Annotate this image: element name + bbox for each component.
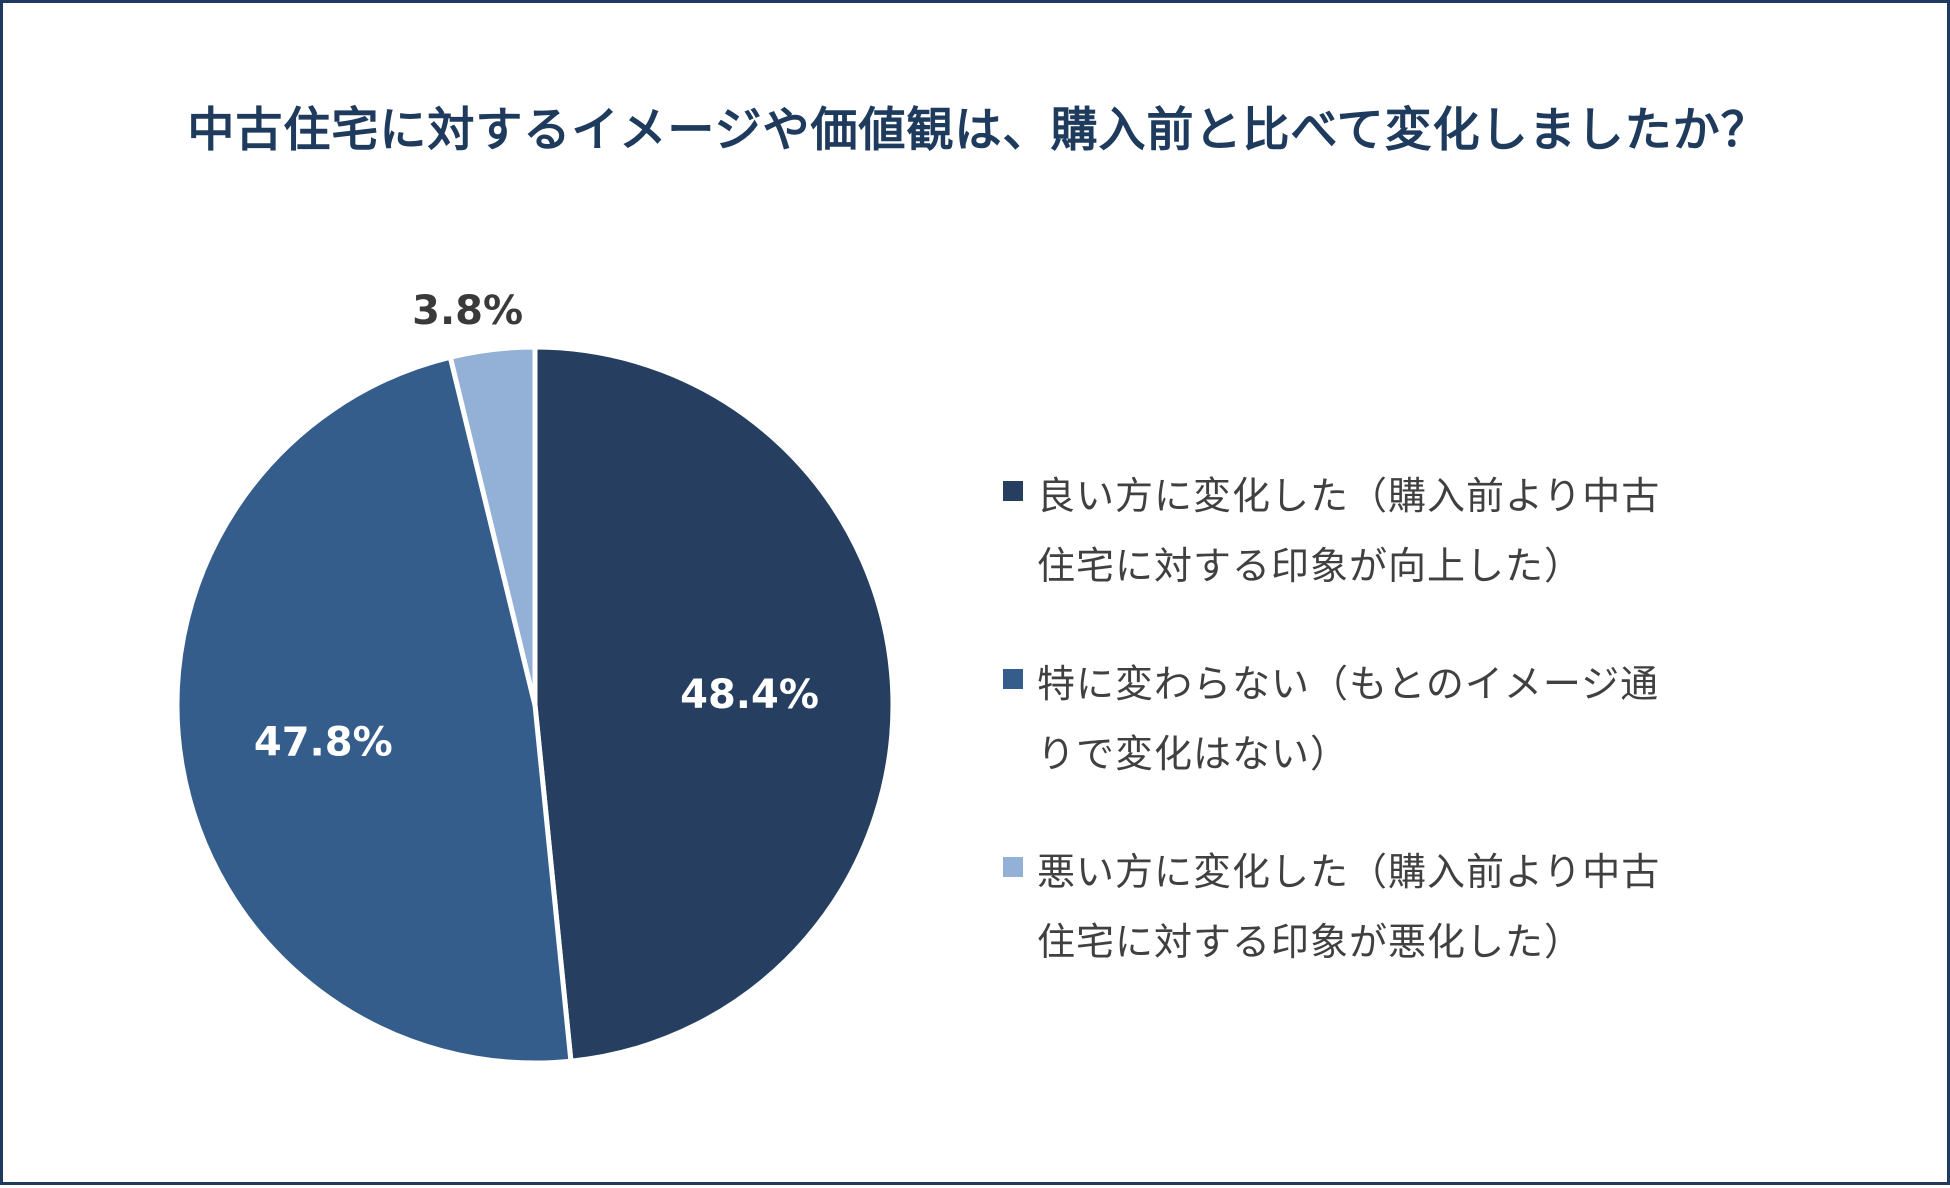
legend-label-improved-line2: 住宅に対する印象が向上した） [1037, 544, 1584, 588]
pie-slice-improved [532, 344, 896, 1064]
legend-swatch-unchanged [1003, 669, 1023, 689]
legend-label-worsened-line1: 悪い方に変化した（購入前より中古 [1037, 850, 1661, 894]
legend-label-unchanged-line2: りで変化はない） [1037, 732, 1350, 776]
legend-item-unchanged: 特に変わらない（もとのイメージ通 りで変化はない） [1003, 649, 1763, 789]
pie-slice-worsened [447, 344, 538, 708]
legend-item-improved: 良い方に変化した（購入前より中古 住宅に対する印象が向上した） [1003, 461, 1763, 601]
pie-chart: 48.4% 47.8% 3.8% [174, 288, 896, 1066]
chart-title: 中古住宅に対するイメージや価値観は、購入前と比べて変化しましたか？ [187, 103, 1769, 158]
slice-value-label-worsened: 3.8% [412, 288, 523, 334]
slice-value-label-unchanged: 47.8% [254, 719, 393, 765]
legend-swatch-worsened [1003, 857, 1023, 877]
pie-slice-unchanged [174, 354, 574, 1066]
legend-label-improved-line1: 良い方に変化した（購入前より中古 [1037, 474, 1661, 518]
chart-legend: 良い方に変化した（購入前より中古 住宅に対する印象が向上した） 特に変わらない（… [1003, 461, 1763, 1025]
legend-swatch-improved [1003, 481, 1023, 501]
legend-item-worsened: 悪い方に変化した（購入前より中古 住宅に対する印象が悪化した） [1003, 837, 1763, 977]
slice-value-label-improved: 48.4% [680, 672, 819, 718]
legend-label-unchanged-line1: 特に変わらない（もとのイメージ通 [1037, 662, 1660, 706]
legend-label-worsened-line2: 住宅に対する印象が悪化した） [1037, 920, 1584, 964]
